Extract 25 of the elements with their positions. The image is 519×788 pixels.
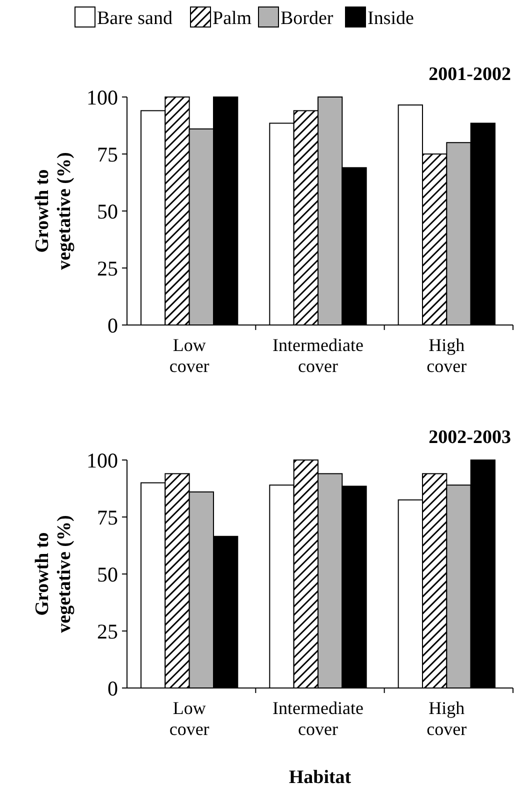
chart-title: 2001-2002 xyxy=(428,64,511,85)
y-tick-label: 0 xyxy=(108,676,118,700)
legend-label: Palm xyxy=(212,8,252,29)
y-axis-title: Growth to vegetative (%) xyxy=(32,515,75,633)
y-tick-label: 75 xyxy=(97,505,118,530)
y-axis-title: Growth to vegetative (%) xyxy=(32,152,75,270)
x-axis-title: Habitat xyxy=(288,767,352,788)
y-tick-label: 100 xyxy=(86,448,118,472)
x-tick-label: Low cover xyxy=(169,698,210,739)
y-tick-label: 50 xyxy=(97,562,118,586)
x-tick-label: Low cover xyxy=(169,335,210,376)
legend-label: Bare sand xyxy=(97,8,173,29)
x-tick-label: High cover xyxy=(426,698,467,739)
y-tick-label: 100 xyxy=(86,85,118,110)
y-tick-label: 25 xyxy=(97,256,118,280)
x-tick-label: High cover xyxy=(426,335,467,376)
legend-label: Inside xyxy=(368,8,414,29)
y-tick-label: 50 xyxy=(97,199,118,224)
x-tick-label: Intermediate cover xyxy=(272,335,364,376)
chart-title: 2002-2003 xyxy=(428,427,511,448)
y-tick-label: 25 xyxy=(97,619,118,644)
legend-label: Border xyxy=(280,8,334,29)
x-tick-label: Intermediate cover xyxy=(272,698,364,739)
y-tick-label: 0 xyxy=(108,313,118,338)
y-tick-label: 75 xyxy=(97,142,118,166)
